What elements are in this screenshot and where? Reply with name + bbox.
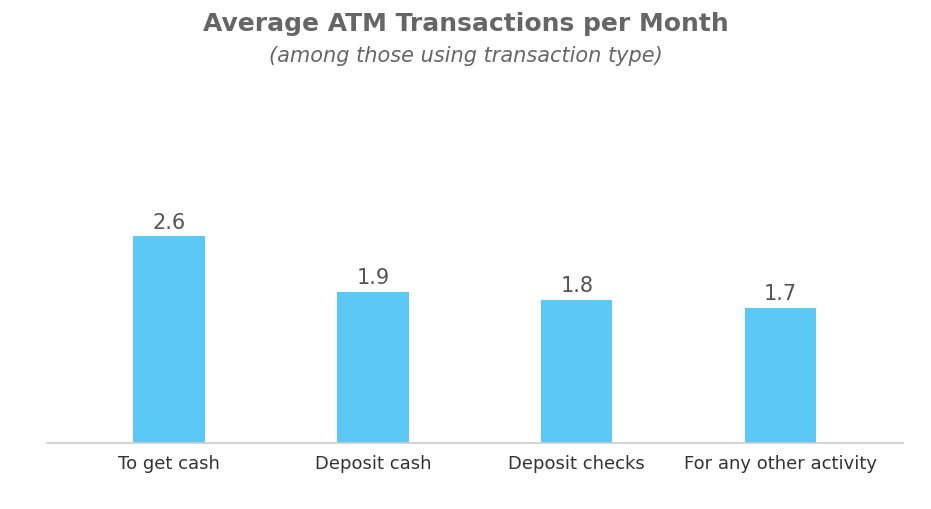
Text: 1.7: 1.7 <box>764 284 797 303</box>
Bar <box>541 300 613 443</box>
Text: (among those using transaction type): (among those using transaction type) <box>269 46 662 66</box>
Text: 1.9: 1.9 <box>357 268 389 288</box>
Text: 2.6: 2.6 <box>153 212 185 232</box>
Bar <box>133 237 205 443</box>
Text: 1.8: 1.8 <box>560 275 593 296</box>
Bar <box>745 308 816 443</box>
Bar <box>337 292 409 443</box>
Text: Average ATM Transactions per Month: Average ATM Transactions per Month <box>203 12 728 36</box>
